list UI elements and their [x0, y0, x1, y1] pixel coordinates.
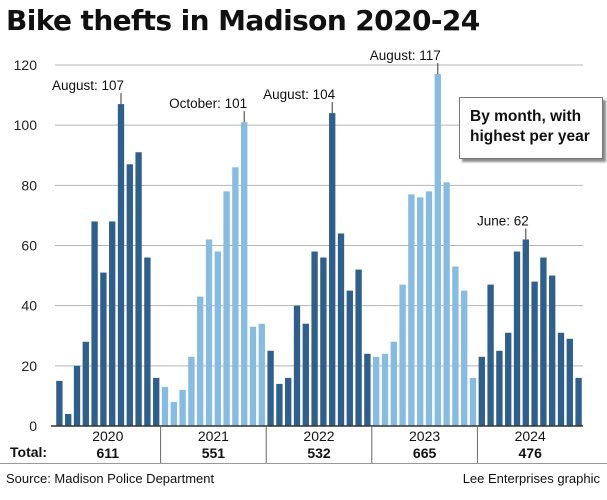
bar — [311, 251, 318, 426]
x-year-label: 2023 — [409, 428, 440, 444]
bar — [205, 239, 213, 426]
bar — [223, 191, 230, 426]
bar — [575, 377, 582, 426]
bar — [73, 365, 81, 426]
bar — [232, 167, 239, 427]
bar — [100, 272, 107, 426]
annotation-box: By month, with highest per year — [459, 97, 603, 159]
bar — [549, 275, 556, 426]
y-tick-label: 100 — [14, 117, 38, 133]
x-total-value: 551 — [202, 445, 226, 461]
y-axis-ticks: 0 20 40 60 80 100 120 — [14, 57, 38, 434]
bar — [91, 221, 98, 426]
bar — [540, 257, 547, 426]
x-year-label: 2022 — [303, 428, 334, 444]
bar — [267, 350, 274, 426]
bar — [487, 284, 494, 426]
annotation-line-2: highest per year — [470, 128, 590, 145]
bar — [144, 257, 151, 426]
bar — [531, 281, 538, 426]
bars — [56, 74, 582, 427]
bar — [346, 290, 353, 426]
bar — [179, 389, 186, 426]
bar — [188, 356, 195, 426]
y-tick-label: 80 — [21, 177, 37, 193]
bar — [249, 326, 257, 426]
bar — [513, 251, 521, 426]
bar — [109, 221, 116, 426]
peak-annotations: August: 107 October: 101 August: 104 August… — [52, 48, 529, 240]
bar — [381, 353, 389, 426]
bar — [329, 113, 336, 426]
bar — [197, 296, 204, 426]
peak-label: October: 101 — [169, 96, 247, 111]
bar — [364, 353, 371, 426]
gridlines — [55, 64, 583, 367]
bar — [355, 269, 362, 426]
bar — [161, 386, 169, 426]
bar — [153, 377, 160, 426]
bar — [425, 191, 433, 426]
bar — [522, 239, 529, 426]
bar — [373, 356, 380, 426]
peak-label: August: 107 — [52, 78, 124, 93]
bar — [65, 413, 72, 426]
bar — [82, 341, 89, 426]
bar — [126, 164, 133, 426]
y-tick-label: 0 — [29, 418, 37, 434]
bar — [320, 257, 327, 426]
x-year-label: 2021 — [198, 428, 229, 444]
peak-label: August: 104 — [263, 87, 336, 102]
bar — [399, 284, 406, 426]
bar — [434, 74, 441, 427]
bar — [505, 332, 512, 426]
bar — [496, 350, 503, 426]
source-note: Source: Madison Police Department — [6, 471, 215, 486]
bar — [469, 377, 477, 426]
bar — [285, 377, 292, 426]
bar — [214, 251, 221, 426]
bar — [276, 383, 283, 426]
bar — [390, 341, 397, 426]
bar — [461, 290, 468, 426]
y-tick-label: 120 — [14, 57, 38, 73]
y-tick-label: 60 — [21, 238, 37, 254]
bar — [56, 380, 63, 426]
x-total-value: 611 — [97, 445, 120, 461]
bar — [293, 305, 301, 426]
y-tick-label: 20 — [21, 358, 37, 374]
x-total-value: 665 — [413, 445, 437, 461]
bar — [170, 401, 177, 426]
x-total-value: 532 — [307, 445, 331, 461]
bar — [478, 356, 485, 426]
bar — [566, 338, 573, 426]
bar — [443, 182, 450, 426]
bar — [452, 266, 459, 426]
bar — [337, 233, 345, 426]
peak-label: June: 62 — [477, 213, 529, 228]
bar — [557, 332, 565, 426]
bar — [241, 122, 248, 427]
bar — [117, 104, 125, 426]
total-label: Total: — [10, 444, 47, 460]
x-total-value: 476 — [519, 445, 543, 461]
x-year-label: 2024 — [515, 428, 546, 444]
y-tick-label: 40 — [21, 298, 37, 314]
x-year-label: 2020 — [92, 428, 123, 444]
bar — [302, 323, 309, 426]
bar — [135, 152, 142, 426]
annotation-line-1: By month, with — [470, 108, 582, 125]
peak-label: August: 117 — [370, 48, 441, 63]
bar — [408, 194, 415, 426]
bar — [258, 323, 265, 426]
credit-note: Lee Enterprises graphic — [462, 471, 600, 486]
footer-divider — [0, 463, 607, 464]
bar — [417, 197, 424, 426]
chart-title: Bike thefts in Madison 2020-24 — [6, 4, 480, 37]
